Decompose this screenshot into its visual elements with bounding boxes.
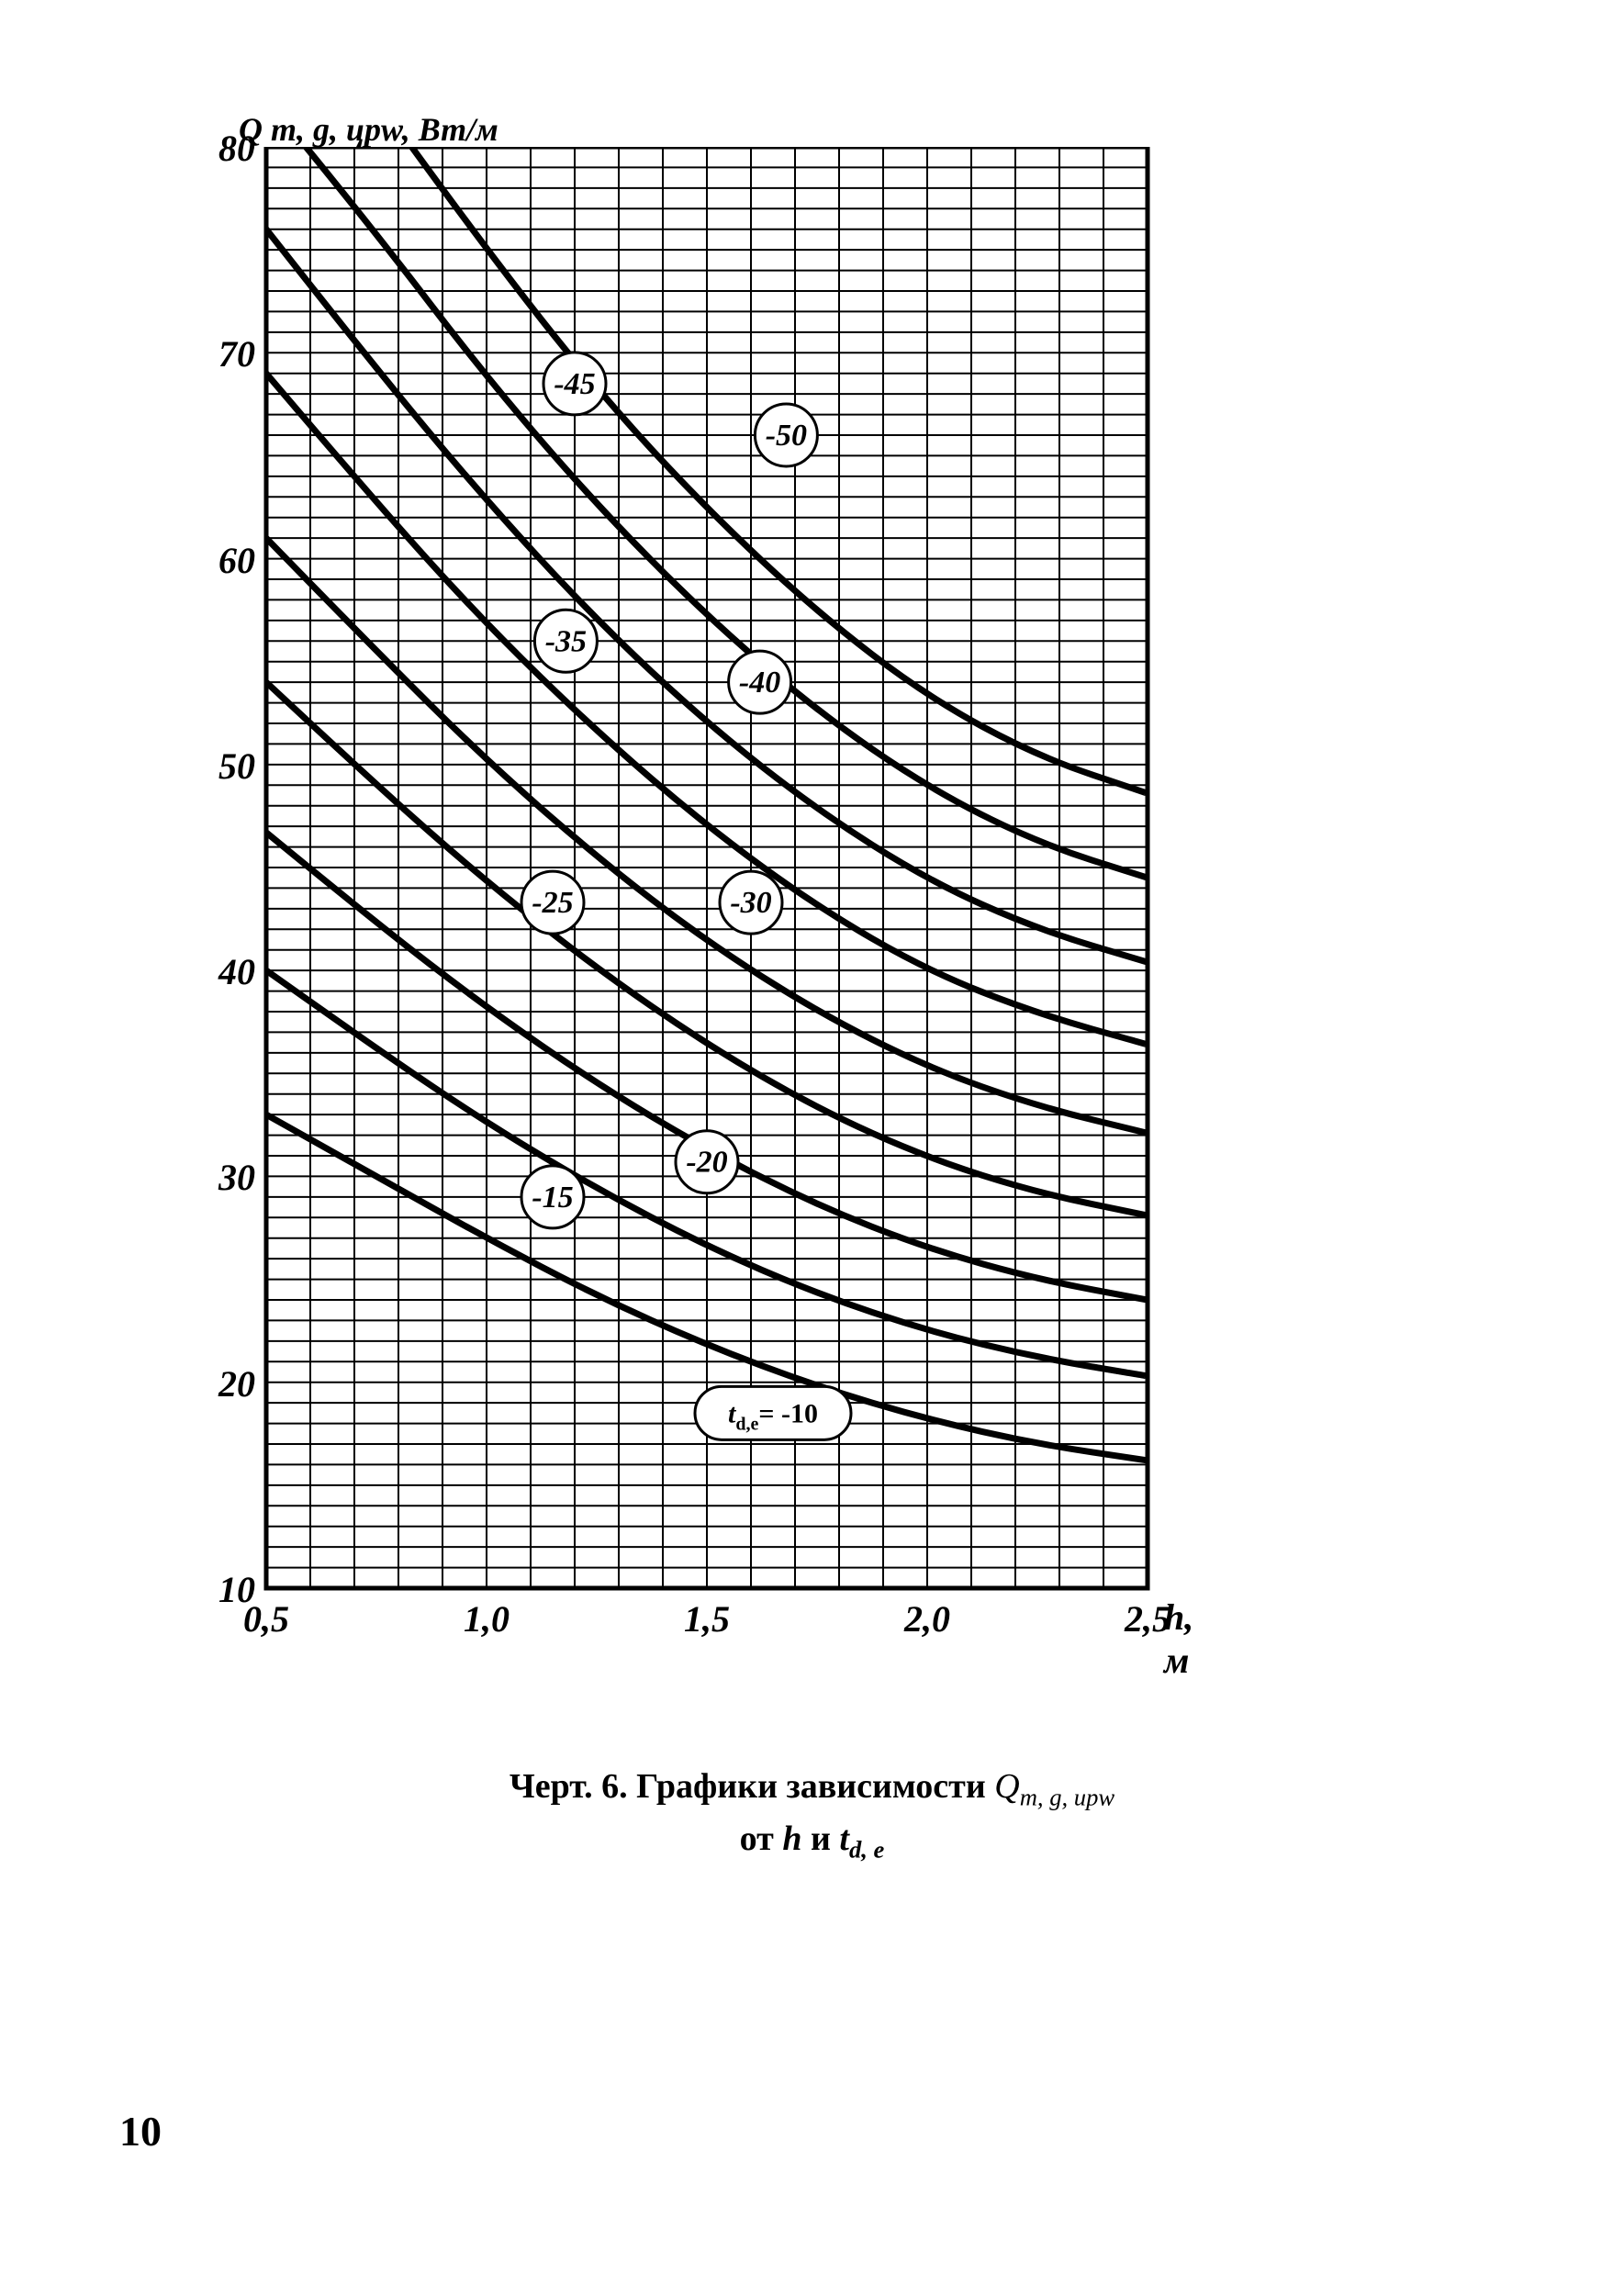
caption-line2-prefix: от	[740, 1819, 783, 1858]
y-tick-label: 40	[202, 950, 255, 993]
chart-container: Q m, g, црw, Вт/м 1020304050607080 0,51,…	[202, 147, 1166, 1652]
y-axis-title: Q m, g, црw, Вт/м	[239, 110, 498, 149]
page-number: 10	[119, 2107, 162, 2155]
line-chart: td,e= -10-15-20-25-30-35-40-45-50	[202, 147, 1166, 1652]
caption-and: и	[801, 1819, 839, 1858]
curve-label-text: -30	[730, 886, 771, 920]
x-tick-label: 0,5	[243, 1597, 289, 1640]
y-tick-label: 30	[202, 1156, 255, 1199]
x-axis-title: h, м	[1164, 1595, 1193, 1682]
curve-label-text: -50	[766, 419, 807, 453]
y-tick-label: 20	[202, 1362, 255, 1405]
y-tick-label: 50	[202, 745, 255, 788]
x-tick-label: 1,5	[684, 1597, 730, 1640]
caption-symbol: Qm, g, upw	[994, 1767, 1114, 1806]
y-tick-label: 60	[202, 539, 255, 582]
curve-label-text: -15	[532, 1181, 573, 1215]
curve-label-text: -40	[739, 666, 780, 700]
caption-h: h	[782, 1819, 801, 1858]
page: Q m, g, црw, Вт/м 10 20 30 40 50 60 70 80 0,5 1,…	[0, 0, 1624, 2284]
caption-t: td, e	[839, 1819, 884, 1858]
y-tick-label: 80	[202, 127, 255, 170]
caption-prefix: Черт. 6. Графики зависимости	[510, 1767, 994, 1806]
x-tick-label: 2,0	[904, 1597, 950, 1640]
curve-label-text: -20	[686, 1146, 727, 1180]
figure-caption: Черт. 6. Графики зависимости Qm, g, upw …	[0, 1763, 1624, 1867]
curve-label-text: -35	[545, 624, 587, 658]
x-tick-label: 1,0	[464, 1597, 510, 1640]
curve-label-text: -45	[554, 367, 595, 401]
curve-label-text: -25	[532, 886, 573, 920]
y-tick-label: 70	[202, 332, 255, 375]
